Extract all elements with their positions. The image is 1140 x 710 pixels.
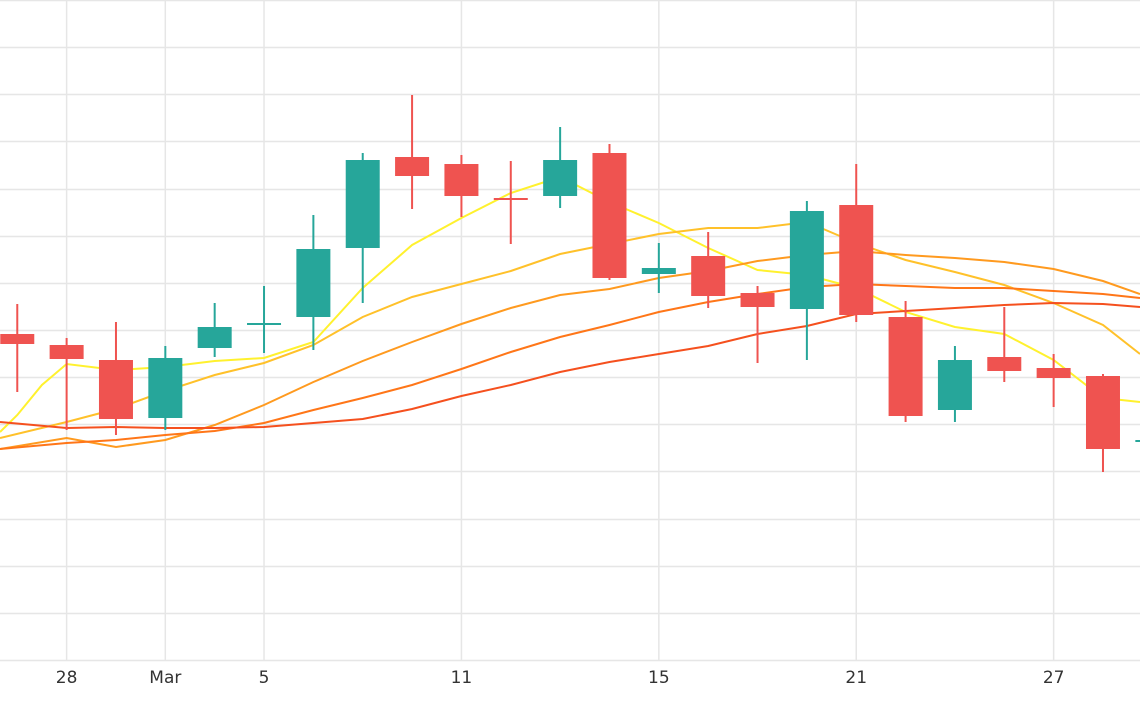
candle-body: [345, 160, 380, 248]
moving-average-line-4: [0, 282, 1140, 450]
candle: [296, 215, 331, 350]
candle-body: [1135, 440, 1140, 442]
candle-body: [1085, 376, 1120, 449]
candle: [543, 127, 578, 208]
moving-average-line-3: [0, 249, 1140, 450]
candle: [1135, 440, 1140, 442]
grid: [0, 0, 1140, 662]
candle-body: [493, 198, 528, 200]
candle: [0, 304, 35, 392]
candle: [345, 153, 380, 303]
candle-body: [148, 358, 183, 418]
candle-body: [740, 293, 775, 307]
candle: [592, 144, 627, 280]
moving-average-line-5: [0, 301, 1140, 430]
candle: [641, 243, 676, 293]
candle-body: [247, 323, 282, 325]
candles: [0, 95, 1140, 472]
candle-body: [789, 211, 824, 309]
candle: [987, 307, 1022, 382]
candle: [98, 322, 133, 435]
candle-body: [444, 164, 479, 196]
candle: [1085, 374, 1120, 472]
candle-body: [197, 327, 232, 348]
x-tick-label: 15: [648, 668, 670, 688]
x-axis: 28 Mar 5 11 15 21 27: [56, 668, 1065, 688]
candle-body: [98, 360, 133, 419]
candle-body: [296, 249, 331, 317]
candle: [493, 161, 528, 244]
candle-body: [49, 345, 84, 359]
candle: [247, 286, 282, 353]
x-tick-label: 27: [1043, 668, 1065, 688]
candle: [839, 164, 874, 322]
candle: [148, 346, 183, 430]
candle-body: [937, 360, 972, 410]
candle-body: [592, 153, 627, 278]
candle-body: [839, 205, 874, 315]
candle-body: [641, 268, 676, 274]
candle: [888, 301, 923, 422]
candle-body: [0, 334, 35, 344]
candle: [444, 155, 479, 217]
moving-averages: [0, 175, 1140, 450]
candle: [395, 95, 430, 209]
candle: [1036, 354, 1071, 407]
candle-body: [543, 160, 578, 196]
candle-body: [987, 357, 1022, 371]
candle: [691, 232, 726, 308]
candle-body: [691, 256, 726, 296]
x-tick-label: 11: [451, 668, 473, 688]
candle: [197, 303, 232, 357]
candle-body: [395, 157, 430, 176]
x-tick-label: Mar: [149, 668, 181, 688]
candle: [789, 201, 824, 360]
x-tick-label: 28: [56, 668, 78, 688]
x-tick-label: 5: [259, 668, 270, 688]
candle: [937, 346, 972, 422]
candle-body: [888, 317, 923, 416]
moving-average-line-2: [0, 220, 1140, 439]
candle-body: [1036, 368, 1071, 378]
candle: [740, 286, 775, 363]
x-tick-label: 21: [845, 668, 867, 688]
candle: [49, 338, 84, 430]
